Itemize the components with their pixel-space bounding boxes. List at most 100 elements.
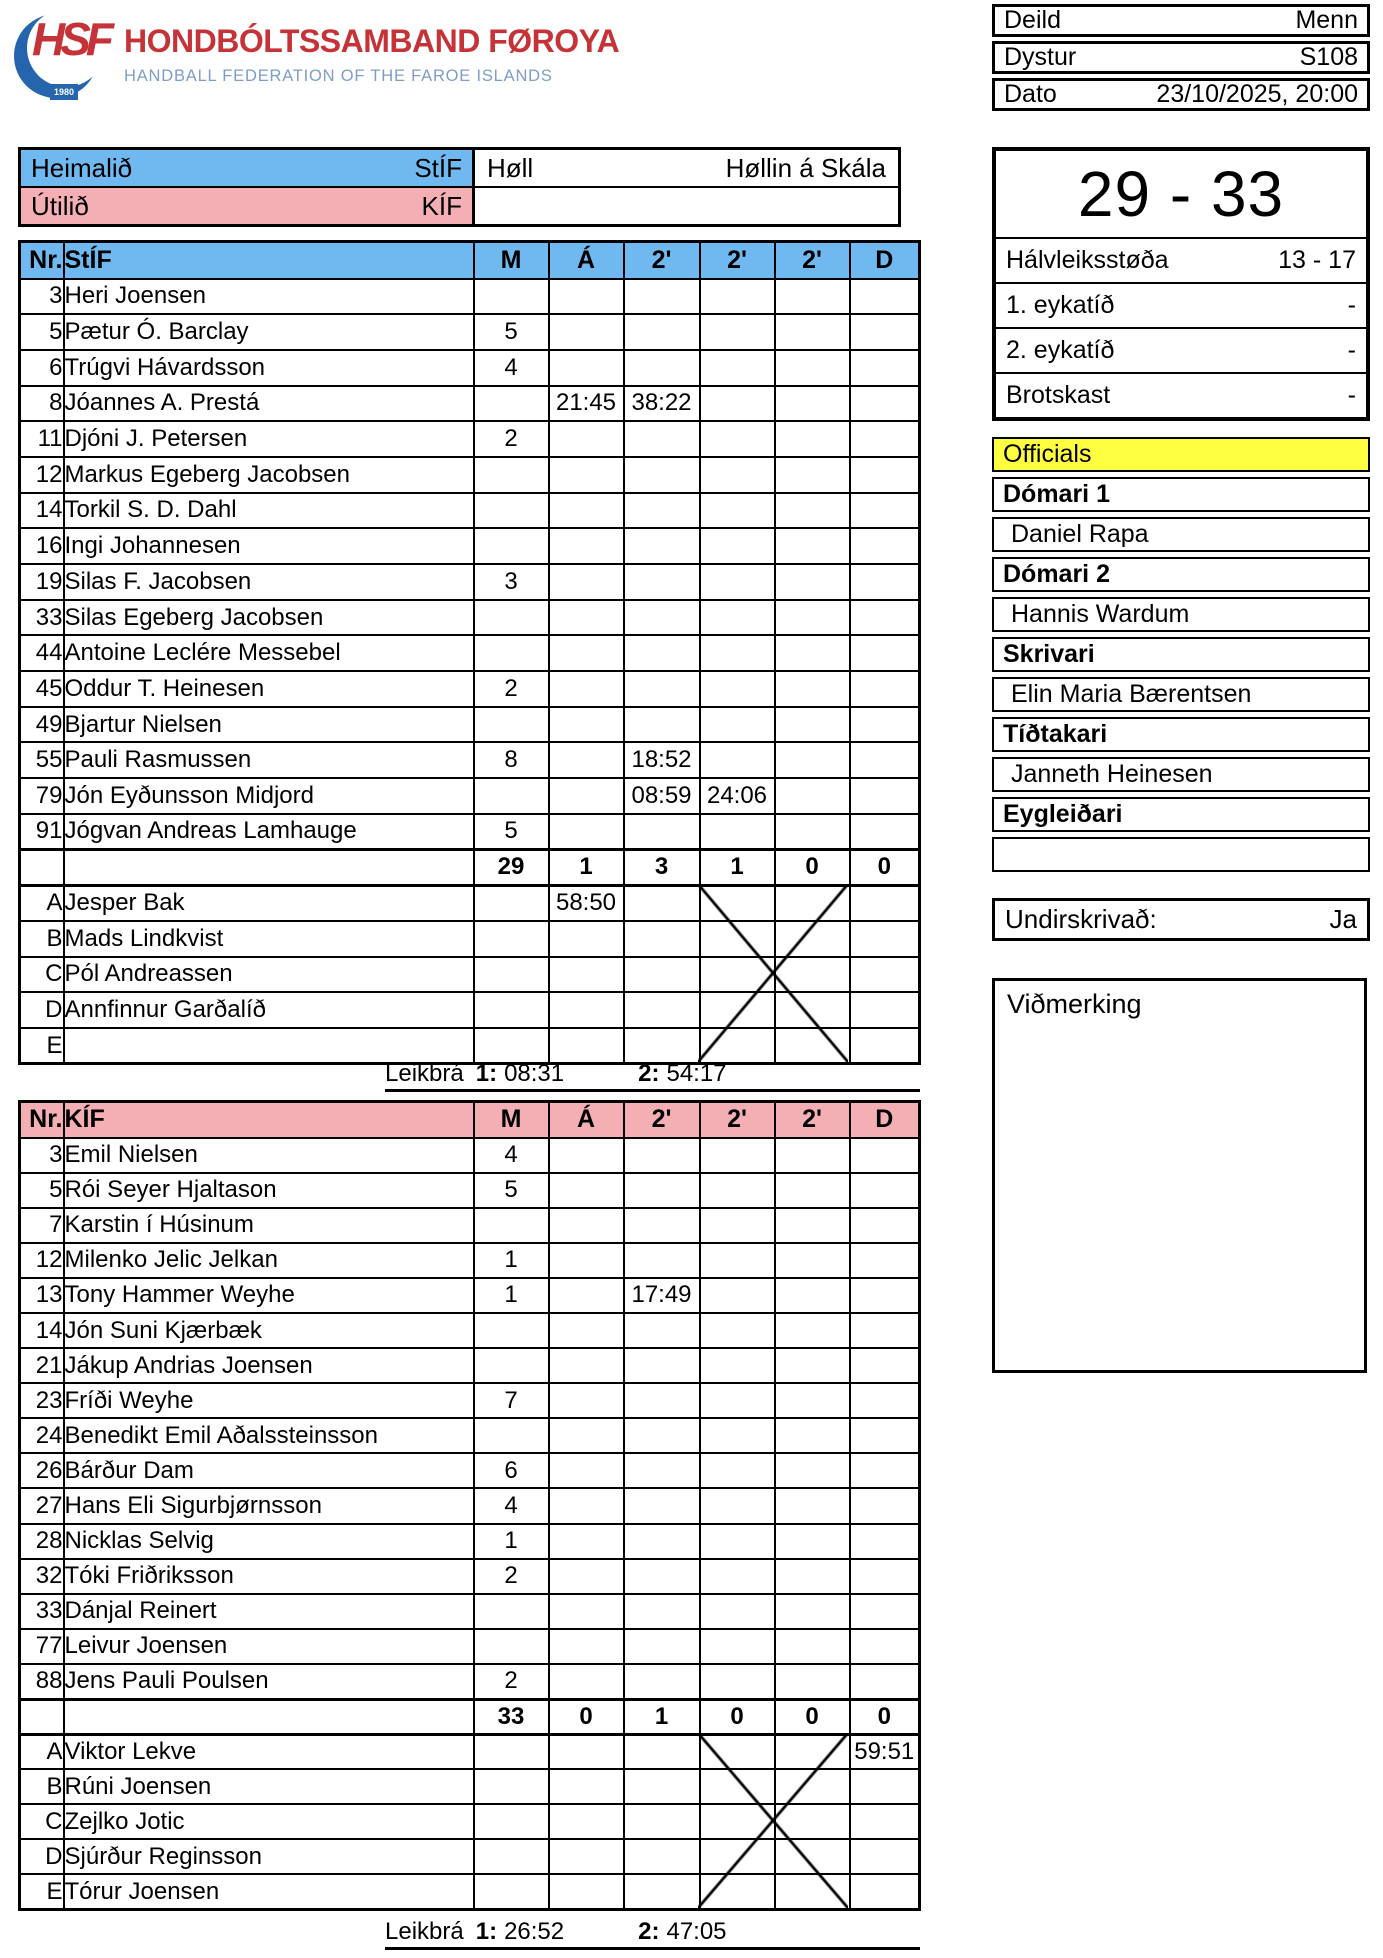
player-row: 19 Silas F. Jacobsen 3	[18, 563, 921, 601]
cell-nr: 44	[18, 634, 65, 673]
player-row: 26 Bárður Dam 6	[18, 1452, 921, 1490]
cell-stat	[472, 1347, 550, 1385]
cell-player-name: Jákup Andrias Joensen	[62, 1347, 475, 1385]
cell-stat	[698, 1838, 776, 1876]
cell-stat	[698, 1487, 776, 1525]
cell-player-name: Jóannes A. Prestá	[62, 384, 475, 423]
cell-stat	[547, 1452, 625, 1490]
score-detail-row: Brotskast -	[996, 372, 1366, 417]
cell-stat	[547, 313, 625, 351]
cell-player-name: Rúni Joensen	[62, 1768, 475, 1806]
player-row: 32 Tóki Friðriksson 2	[18, 1557, 921, 1595]
remarks-label: Viðmerking	[1007, 989, 1142, 1019]
cell-stat	[848, 1768, 921, 1806]
cell-stat	[773, 563, 851, 601]
cell-stat: 2	[472, 420, 550, 458]
cell-stat: Á	[547, 1100, 625, 1139]
cell-stat	[773, 1592, 851, 1630]
cell-stat	[773, 1627, 851, 1665]
hall-cell-empty	[475, 188, 898, 224]
cell-stat	[773, 1276, 851, 1314]
cell-stat	[547, 812, 625, 851]
signature-box: Undirskrivað: Ja	[992, 898, 1370, 941]
player-row: 7 Karstin í Húsinum	[18, 1206, 921, 1244]
cell-nr: 45	[18, 670, 65, 708]
cell-stat	[848, 1487, 921, 1525]
cell-stat	[698, 1382, 776, 1420]
signature-value: Ja	[1329, 904, 1357, 934]
cell-nr: B	[18, 1768, 65, 1806]
leikbra-line: Leikbrá 1: 08:31 2: 54:17	[385, 1060, 920, 1092]
cell-stat	[622, 1557, 701, 1595]
cell-nr: 23	[18, 1382, 65, 1420]
cell-nr: A	[18, 1733, 65, 1771]
cell-stat	[622, 420, 701, 458]
cell-stat	[472, 705, 550, 744]
cell-nr: 77	[18, 1627, 65, 1665]
cell-stat	[773, 1382, 851, 1420]
cell-player-name: Zejlko Jotic	[62, 1803, 475, 1841]
cell-stat	[773, 955, 851, 994]
cell-stat	[848, 1838, 921, 1876]
player-row: 33 Silas Egeberg Jacobsen	[18, 598, 921, 637]
cell-stat: 18:52	[622, 741, 701, 780]
hsf-logo-icon: HSF 1980	[14, 6, 114, 102]
cell-stat	[773, 777, 851, 815]
cell-stat	[773, 1206, 851, 1244]
cell-stat	[547, 634, 625, 673]
cell-stat	[547, 741, 625, 780]
cell-stat	[472, 777, 550, 815]
score-detail-value: -	[1347, 336, 1356, 364]
cell-player-name: Mads Lindkvist	[62, 919, 475, 958]
cell-stat	[547, 1382, 625, 1420]
cell-stat	[698, 741, 776, 780]
cell-stat	[698, 919, 776, 958]
cell-stat	[547, 1487, 625, 1525]
cell-stat	[848, 1873, 921, 1911]
cell-stat	[547, 955, 625, 994]
cell-stat	[698, 384, 776, 423]
home-team-label: Heimalið	[31, 152, 133, 183]
cell-player-name: Jógvan Andreas Lamhauge	[62, 812, 475, 851]
official-role: Dómari 2	[992, 557, 1370, 592]
away-team-name: KÍF	[421, 190, 462, 221]
cell-stat: 0	[547, 1697, 625, 1736]
cell-stat: 5	[472, 313, 550, 351]
player-row: 5 Pætur Ó. Barclay 5	[18, 313, 921, 351]
leikbra-half1-time: 26:52	[504, 1918, 565, 1945]
official-name	[992, 837, 1370, 872]
cell-stat	[773, 634, 851, 673]
cell-player-name: Karstin í Húsinum	[62, 1206, 475, 1244]
roster-header-row: Nr. KÍF M Á 2' 2' 2' D	[18, 1100, 921, 1139]
cell-stat	[547, 1873, 625, 1911]
cell-stat	[622, 670, 701, 708]
cell-stat	[472, 884, 550, 922]
player-row: 49 Bjartur Nielsen	[18, 705, 921, 744]
cell-stat	[773, 1768, 851, 1806]
roster-table: Nr. KÍF M Á 2' 2' 2' D 3 Emil Nielsen 4 5 Rói Seyer …	[18, 1100, 921, 1912]
score-detail-value: -	[1347, 381, 1356, 409]
cell-player-name: Leivur Joensen	[62, 1627, 475, 1665]
totals-row: 29 1 3 1 0 0	[18, 848, 921, 887]
substitute-row: C Pól Andreassen	[18, 955, 921, 994]
player-row: 91 Jógvan Andreas Lamhauge 5	[18, 812, 921, 851]
cell-stat	[848, 598, 921, 637]
cell-nr: 7	[18, 1206, 65, 1244]
cell-stat	[622, 1733, 701, 1771]
score-box: 29 - 33 Hálvleiksstøða 13 - 17 1. eykatíð -…	[992, 147, 1370, 421]
cell-player-name: Pauli Rasmussen	[62, 741, 475, 780]
cell-stat	[547, 1803, 625, 1841]
cell-stat	[698, 1733, 776, 1771]
cell-stat	[472, 919, 550, 958]
leikbra-half2-time: 47:05	[666, 1918, 727, 1945]
cell-stat	[547, 1662, 625, 1701]
cell-stat: 4	[472, 1487, 550, 1525]
logo-year: 1980	[50, 84, 78, 100]
cell-stat	[698, 1417, 776, 1455]
cell-nr: Nr.	[18, 1100, 65, 1139]
cell-nr: 49	[18, 705, 65, 744]
cell-stat	[622, 1136, 701, 1174]
substitute-row: B Mads Lindkvist	[18, 919, 921, 958]
cell-stat	[698, 1136, 776, 1174]
cell-stat	[622, 1803, 701, 1841]
